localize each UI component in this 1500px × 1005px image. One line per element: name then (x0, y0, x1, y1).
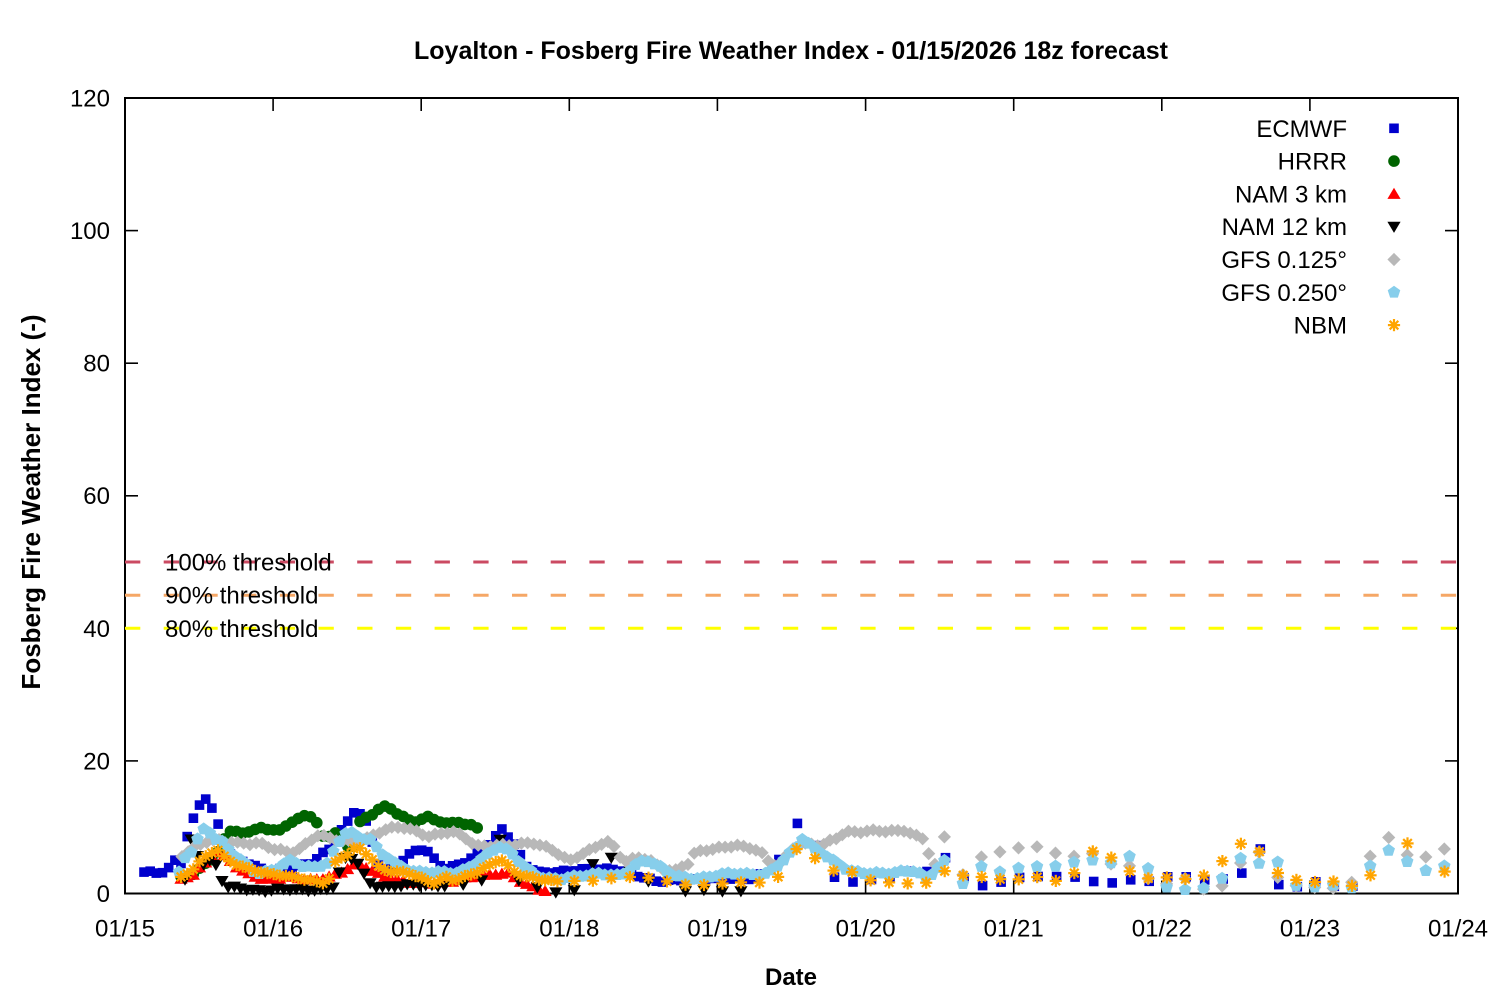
svg-text:100% threshold: 100% threshold (165, 550, 332, 577)
svg-text:01/16: 01/16 (243, 916, 303, 943)
svg-text:GFS 0.125°: GFS 0.125° (1221, 247, 1347, 274)
svg-text:01/21: 01/21 (984, 916, 1044, 943)
svg-text:120: 120 (70, 86, 110, 113)
svg-text:01/24: 01/24 (1428, 916, 1488, 943)
svg-text:Fosberg Fire Weather Index (-): Fosberg Fire Weather Index (-) (16, 314, 46, 689)
svg-text:GFS 0.250°: GFS 0.250° (1221, 280, 1347, 307)
svg-text:Loyalton - Fosberg Fire Weathe: Loyalton - Fosberg Fire Weather Index - … (414, 37, 1169, 65)
svg-text:ECMWF: ECMWF (1256, 116, 1347, 143)
svg-text:20: 20 (83, 748, 110, 775)
svg-text:01/18: 01/18 (539, 916, 599, 943)
svg-text:NBM: NBM (1294, 313, 1347, 340)
svg-text:0: 0 (97, 881, 110, 908)
svg-text:Date: Date (765, 964, 817, 991)
svg-text:01/23: 01/23 (1280, 916, 1340, 943)
svg-text:100: 100 (70, 218, 110, 245)
svg-text:01/22: 01/22 (1132, 916, 1192, 943)
svg-text:01/20: 01/20 (836, 916, 896, 943)
svg-text:80: 80 (83, 351, 110, 378)
svg-text:NAM 3 km: NAM 3 km (1235, 181, 1347, 208)
svg-text:90% threshold: 90% threshold (165, 583, 318, 610)
svg-text:40: 40 (83, 616, 110, 643)
svg-text:60: 60 (83, 483, 110, 510)
svg-text:NAM 12 km: NAM 12 km (1222, 214, 1347, 241)
svg-text:HRRR: HRRR (1278, 149, 1347, 176)
svg-text:01/15: 01/15 (95, 916, 155, 943)
svg-text:01/17: 01/17 (391, 916, 451, 943)
svg-text:01/19: 01/19 (687, 916, 747, 943)
svg-text:80% threshold: 80% threshold (165, 616, 318, 643)
